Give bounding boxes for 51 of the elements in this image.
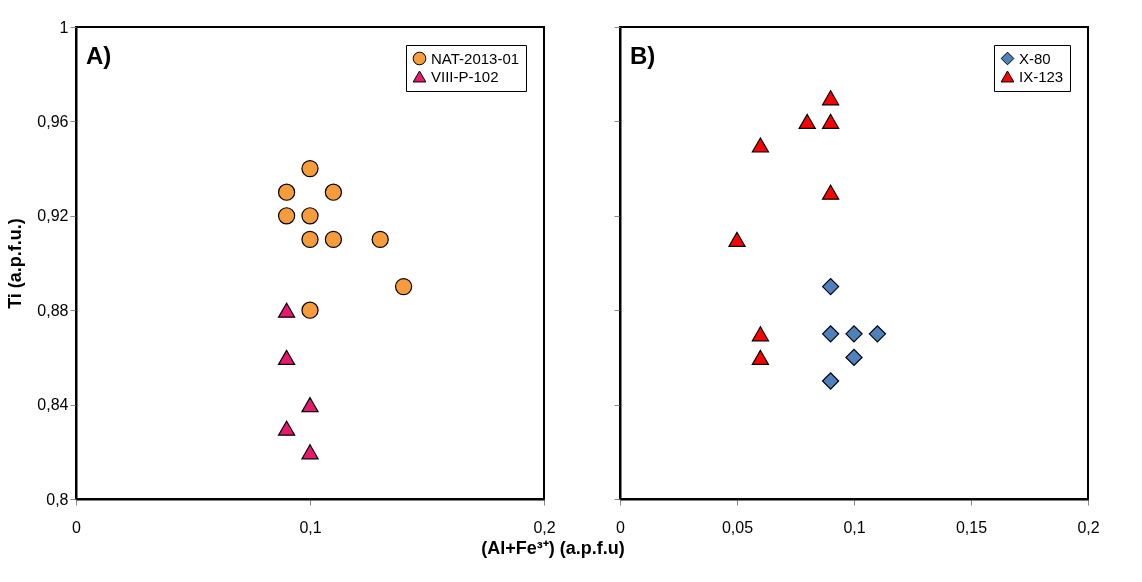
point	[728, 231, 746, 247]
point	[798, 113, 816, 129]
y-axis-title: Ti (a.p.f.u.)	[5, 218, 26, 309]
y-tick-label: 0,84	[37, 396, 69, 414]
x-tick-label: 0	[72, 518, 82, 536]
point	[821, 113, 840, 129]
y-tick-label: 0,88	[37, 301, 69, 319]
point	[868, 325, 887, 343]
legend-label: VIII-P-102	[431, 67, 499, 85]
x-tick-label: 0,15	[955, 518, 988, 536]
legend-label: IX-123	[1019, 67, 1064, 85]
point	[394, 277, 413, 296]
point	[821, 372, 840, 390]
y-tick-label: 0,8	[46, 490, 69, 508]
legend-label: X-80	[1019, 49, 1051, 67]
point	[277, 302, 296, 318]
point	[301, 230, 319, 249]
x-tick-label: 0,2	[1077, 518, 1100, 536]
point	[301, 301, 319, 319]
point	[751, 137, 770, 153]
point	[324, 230, 343, 249]
point	[751, 326, 770, 342]
point	[277, 420, 296, 436]
point	[821, 277, 840, 296]
y-tick-label: 0,96	[37, 112, 69, 130]
point	[845, 348, 863, 367]
point	[301, 397, 319, 413]
point	[821, 90, 840, 106]
y-tick-label: 0,92	[37, 207, 69, 225]
point	[324, 183, 343, 201]
point	[277, 349, 296, 365]
x-tick-label: 0	[616, 518, 626, 536]
point	[277, 183, 296, 201]
legend-label: NAT-2013-01	[431, 49, 520, 67]
point	[821, 325, 840, 343]
annotation: A)	[86, 42, 112, 69]
point	[301, 207, 319, 225]
point	[371, 230, 389, 249]
point	[301, 444, 319, 460]
x-axis-title: (Al+Fe³⁺) (a.p.f.u)	[481, 538, 625, 558]
y-tick-label: 1	[59, 18, 69, 36]
point	[751, 349, 770, 365]
annotation: B)	[630, 42, 656, 69]
point	[301, 159, 319, 178]
x-tick-label: 0,1	[299, 518, 322, 536]
x-tick-label: 0,05	[721, 518, 754, 536]
point	[845, 325, 863, 343]
x-tick-label: 0,1	[843, 518, 866, 536]
point	[821, 184, 840, 200]
x-tick-label: 0,2	[533, 518, 556, 536]
point	[277, 207, 296, 225]
